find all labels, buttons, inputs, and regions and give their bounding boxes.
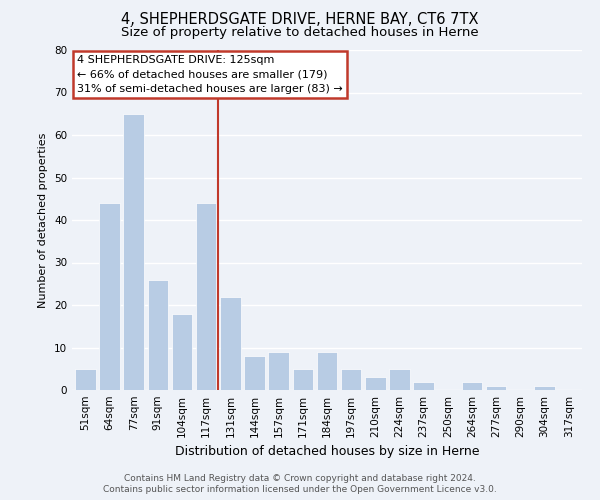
Bar bbox=[341, 369, 361, 390]
Bar bbox=[413, 382, 434, 390]
Bar bbox=[148, 280, 168, 390]
Text: 4, SHEPHERDSGATE DRIVE, HERNE BAY, CT6 7TX: 4, SHEPHERDSGATE DRIVE, HERNE BAY, CT6 7… bbox=[121, 12, 479, 28]
Bar bbox=[220, 296, 241, 390]
X-axis label: Distribution of detached houses by size in Herne: Distribution of detached houses by size … bbox=[175, 446, 479, 458]
Bar bbox=[317, 352, 337, 390]
Bar bbox=[244, 356, 265, 390]
Bar bbox=[124, 114, 144, 390]
Bar bbox=[486, 386, 506, 390]
Bar bbox=[389, 369, 410, 390]
Y-axis label: Number of detached properties: Number of detached properties bbox=[38, 132, 49, 308]
Text: Contains HM Land Registry data © Crown copyright and database right 2024.
Contai: Contains HM Land Registry data © Crown c… bbox=[103, 474, 497, 494]
Bar bbox=[462, 382, 482, 390]
Bar bbox=[365, 378, 386, 390]
Bar bbox=[99, 203, 120, 390]
Bar bbox=[293, 369, 313, 390]
Bar bbox=[268, 352, 289, 390]
Bar bbox=[534, 386, 555, 390]
Text: Size of property relative to detached houses in Herne: Size of property relative to detached ho… bbox=[121, 26, 479, 39]
Bar bbox=[172, 314, 192, 390]
Bar bbox=[196, 203, 217, 390]
Bar bbox=[75, 369, 95, 390]
Text: 4 SHEPHERDSGATE DRIVE: 125sqm
← 66% of detached houses are smaller (179)
31% of : 4 SHEPHERDSGATE DRIVE: 125sqm ← 66% of d… bbox=[77, 55, 343, 94]
